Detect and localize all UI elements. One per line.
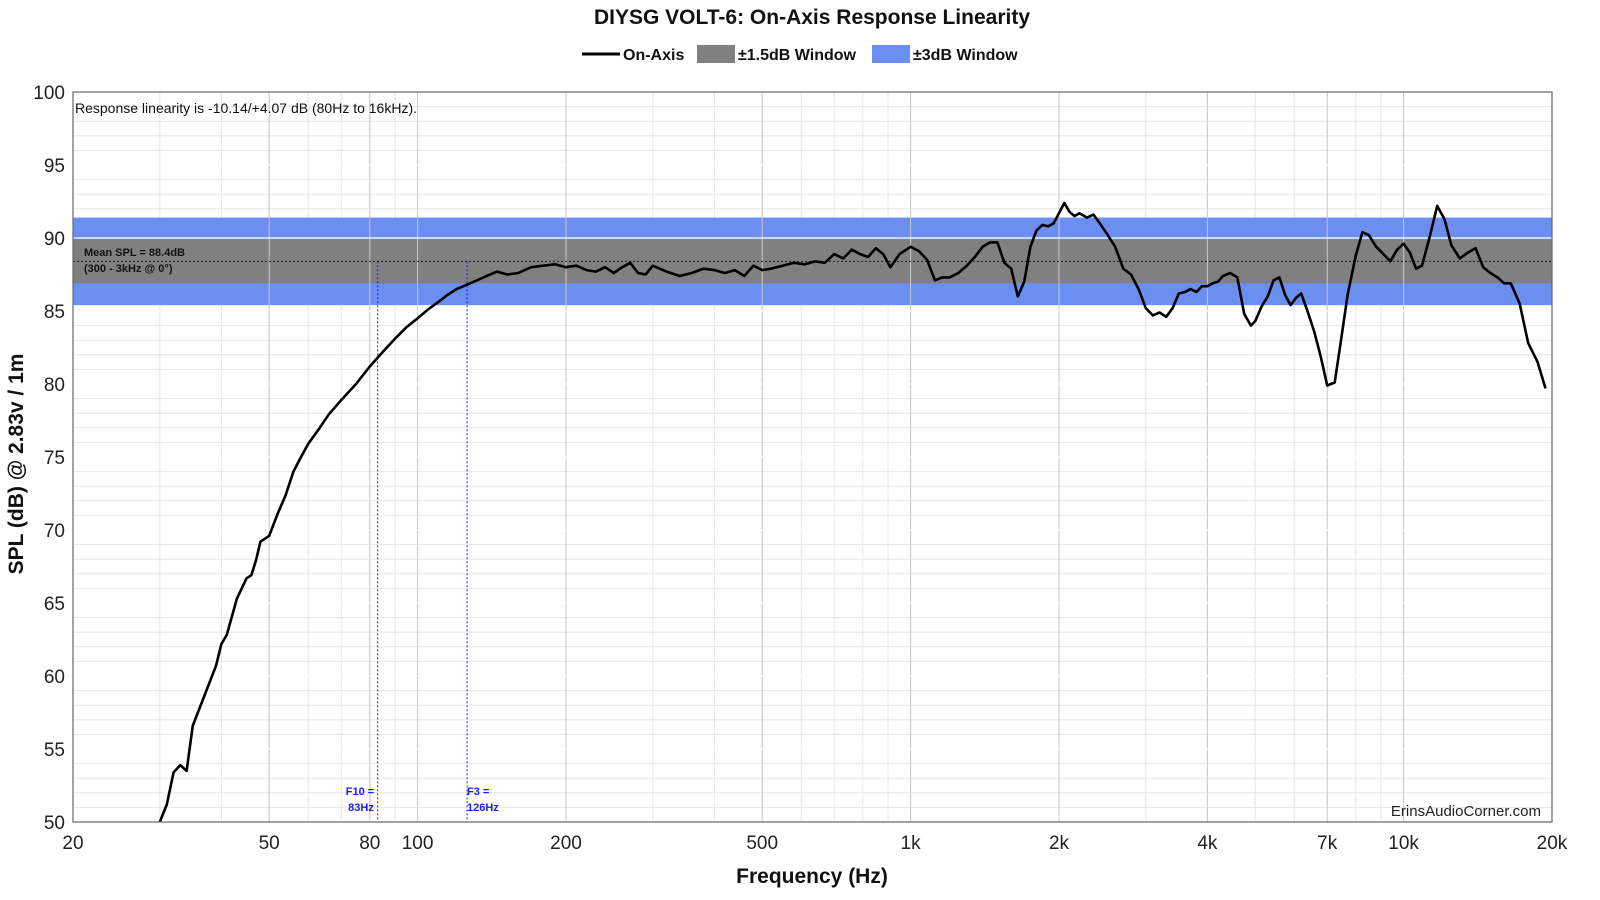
y-tick-label: 60 xyxy=(44,667,65,688)
x-tick-label: 20 xyxy=(62,833,83,854)
x-tick-label: 4k xyxy=(1197,833,1218,854)
legend-3db-swatch xyxy=(872,45,910,63)
x-axis-ticks: 20 50 80 100 200 500 1k 2k 4k 7k 10k 20k xyxy=(62,833,1567,854)
x-tick-label: 200 xyxy=(550,833,582,854)
x-tick-label: 1k xyxy=(901,833,922,854)
plot-frame xyxy=(72,91,1553,823)
legend-1p5db-label: ±1.5dB Window xyxy=(738,47,857,64)
plot-border xyxy=(72,91,1553,823)
x-tick-label: 2k xyxy=(1049,833,1070,854)
y-tick-label: 85 xyxy=(44,302,65,323)
y-tick-label: 80 xyxy=(44,375,65,396)
x-tick-label: 10k xyxy=(1388,833,1419,854)
watermark: ErinsAudioCorner.com xyxy=(1391,803,1541,820)
mean-spl-range-label: (300 - 3kHz @ 0°) xyxy=(84,263,173,275)
f3-value: 126Hz xyxy=(467,802,499,814)
y-tick-label: 50 xyxy=(44,813,65,834)
frequency-markers xyxy=(377,261,468,822)
x-tick-label: 100 xyxy=(402,833,434,854)
major-grid xyxy=(73,92,1552,822)
y-tick-label: 55 xyxy=(44,740,65,761)
legend-on-axis-label: On-Axis xyxy=(623,47,684,64)
y-tick-label: 90 xyxy=(44,229,65,250)
y-axis-ticks: 100 95 90 85 80 75 70 65 60 55 50 xyxy=(33,83,65,834)
legend-3db-label: ±3dB Window xyxy=(913,47,1018,64)
series-group xyxy=(158,201,1547,823)
chart-title: DIYSG VOLT-6: On-Axis Response Linearity xyxy=(594,6,1030,29)
x-tick-label: 80 xyxy=(359,833,380,854)
y-tick-label: 70 xyxy=(44,521,65,542)
mean-spl-label: Mean SPL = 88.4dB xyxy=(84,247,185,259)
y-axis-label: SPL (dB) @ 2.83v / 1m xyxy=(5,354,28,575)
x-tick-label: 50 xyxy=(259,833,280,854)
f3-label: F3 = xyxy=(467,786,489,798)
y-tick-label: 65 xyxy=(44,594,65,615)
x-tick-label: 7k xyxy=(1317,833,1338,854)
f10-value: 83Hz xyxy=(348,802,374,814)
legend: On-Axis ±1.5dB Window ±3dB Window xyxy=(582,45,1018,64)
linearity-annotation: Response linearity is -10.14/+4.07 dB (8… xyxy=(75,100,417,116)
y-tick-label: 75 xyxy=(44,448,65,469)
y-tick-label: 100 xyxy=(33,83,65,104)
y-tick-label: 95 xyxy=(44,156,65,177)
series-line-on-axis xyxy=(158,201,1547,823)
x-tick-label: 500 xyxy=(746,833,778,854)
legend-1p5db-swatch xyxy=(697,45,735,63)
x-axis-label: Frequency (Hz) xyxy=(736,865,888,888)
f10-label: F10 = xyxy=(346,786,374,798)
x-tick-label: 20k xyxy=(1537,833,1568,854)
